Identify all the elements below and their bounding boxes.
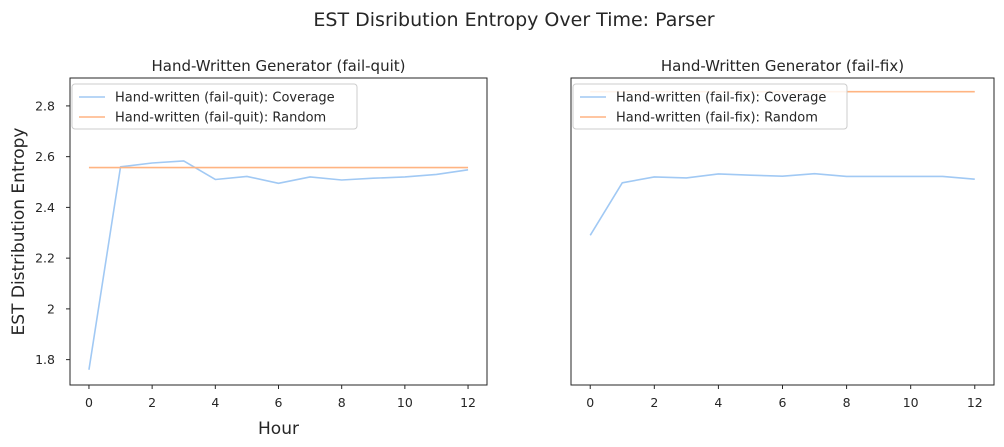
charts: Hand-Written Generator (fail-quit) 0 2 4 6 8 1… — [9, 57, 995, 439]
panel-2: Hand-Written Generator (fail-fix) 0 2 4 6 8 10… — [570, 57, 995, 410]
x-tick-label: 6 — [275, 395, 283, 410]
x-axis-label: Hour — [258, 419, 299, 439]
y-tick-label: 2.8 — [35, 98, 55, 113]
legend-box — [71, 83, 358, 130]
y-tick-label: 2 — [47, 301, 55, 316]
legend-entry: Hand-written (fail-fix): Coverage — [616, 91, 826, 106]
panel-1: Hand-Written Generator (fail-quit) 0 2 4 6 8 1… — [9, 57, 488, 439]
series-lines — [88, 160, 469, 370]
x-tick-label: 10 — [903, 395, 919, 410]
y-tick-label: 1.8 — [35, 352, 55, 367]
legend-entry: Hand-written (fail-fix): Random — [616, 111, 818, 126]
y-axis-label: EST Distribution Entropy — [9, 128, 29, 336]
x-tick-label: 2 — [148, 395, 156, 410]
legend-box — [572, 83, 848, 130]
y-tick-label: 2.2 — [35, 251, 55, 266]
figure-title: EST Disribution Entropy Over Time: Parse… — [313, 9, 714, 31]
x-tick-label: 6 — [779, 395, 787, 410]
series-line-coverage — [589, 172, 975, 236]
x-tick-label: 4 — [714, 395, 722, 410]
series-line-coverage — [88, 160, 469, 370]
y-tick-label: 2.6 — [35, 149, 55, 164]
x-tick-label: 0 — [586, 395, 594, 410]
legend-entry: Hand-written (fail-quit): Random — [115, 111, 326, 126]
x-tick-label: 10 — [397, 395, 413, 410]
legend: Hand-written (fail-fix): Coverage Hand-wr… — [572, 83, 848, 130]
legend: Hand-written (fail-quit): Coverage Hand-w… — [71, 83, 358, 130]
panel-title: Hand-Written Generator (fail-fix) — [661, 57, 904, 75]
legend-entry: Hand-written (fail-quit): Coverage — [115, 91, 335, 106]
y-tick-label: 2.4 — [35, 200, 55, 215]
x-tick-label: 8 — [338, 395, 346, 410]
x-tick-label: 12 — [460, 395, 476, 410]
x-tick-label: 8 — [843, 395, 851, 410]
axes-frame — [570, 77, 995, 386]
axes-frame — [69, 77, 488, 386]
x-tick-label: 0 — [85, 395, 93, 410]
x-tick-label: 12 — [967, 395, 983, 410]
x-tick-label: 2 — [650, 395, 658, 410]
x-tick-label: 4 — [211, 395, 219, 410]
panel-title: Hand-Written Generator (fail-quit) — [151, 57, 405, 75]
